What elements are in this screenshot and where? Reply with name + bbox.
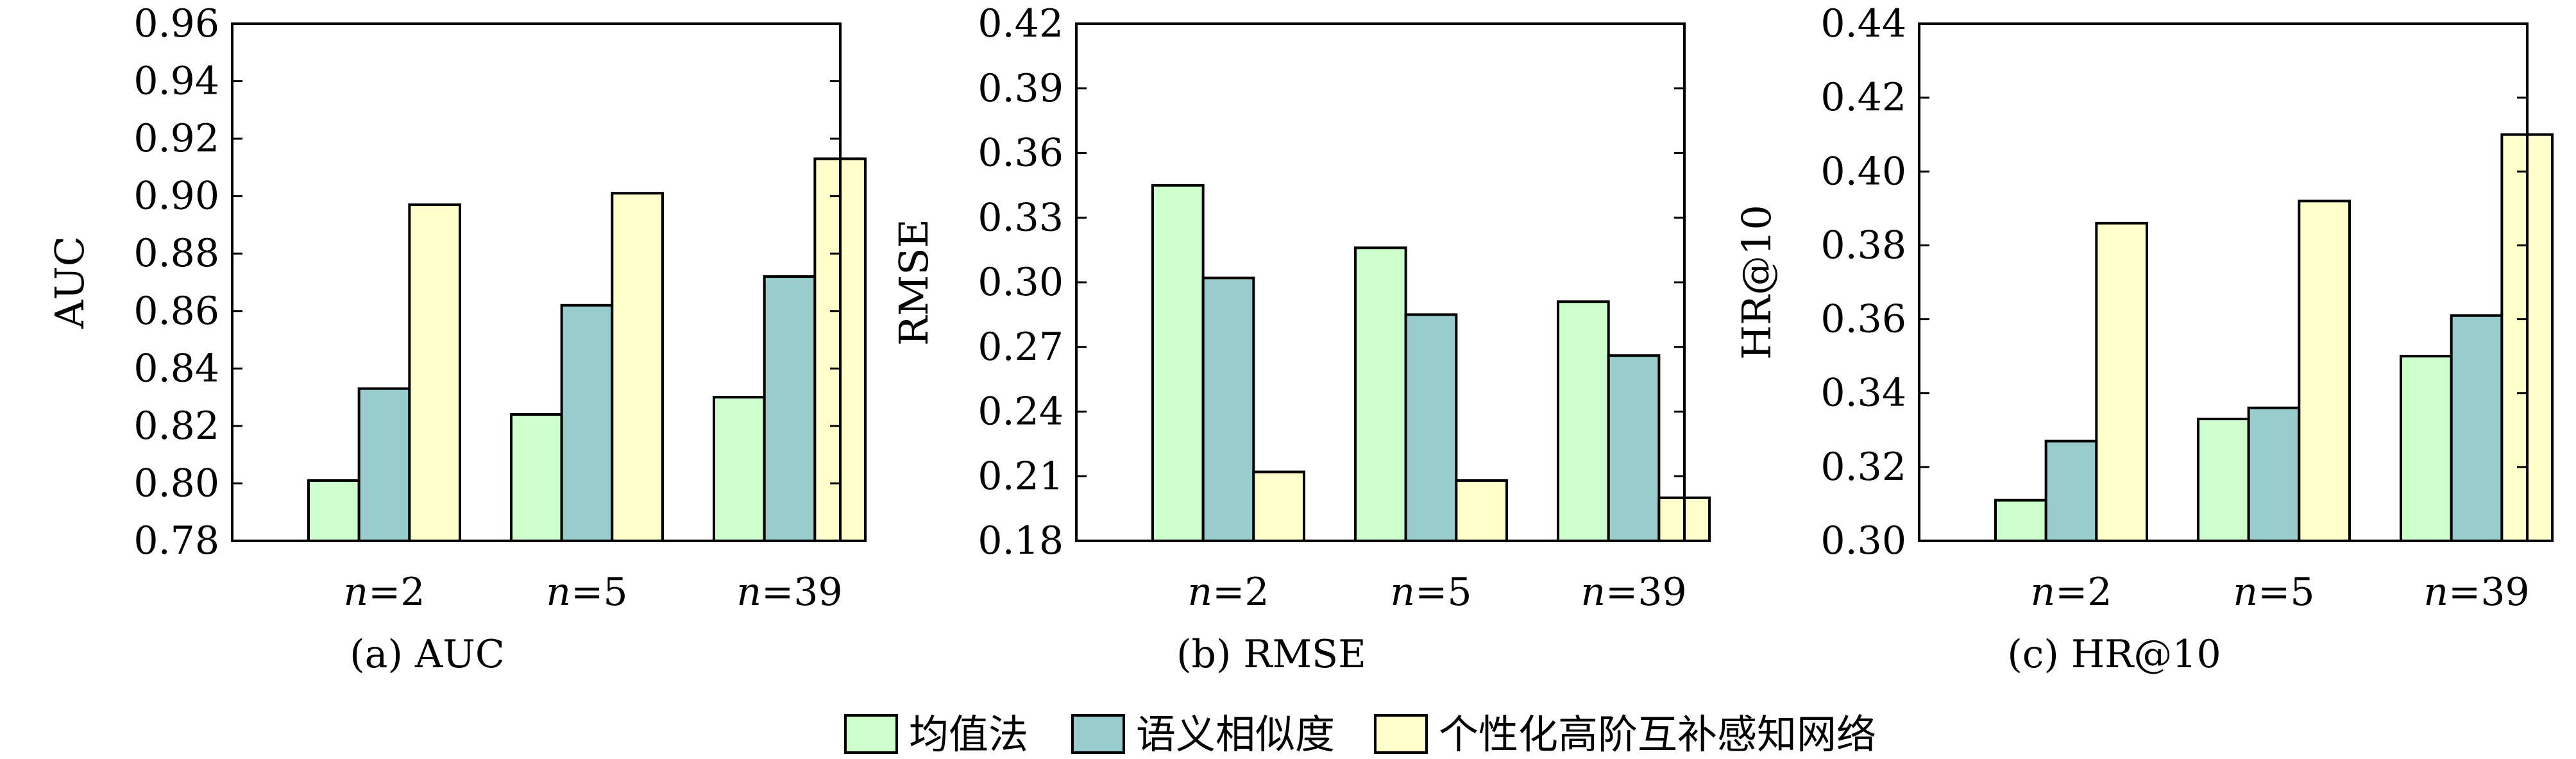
y-tick-label: 0.33 <box>978 195 1063 240</box>
legend: 均值法 语义相似度 个性化高阶互补感知网络 <box>844 711 1876 758</box>
bar-1-3-2 <box>763 275 817 542</box>
category-label: n=5 <box>546 570 627 615</box>
plot-frame <box>1918 22 2529 542</box>
bar-3-2-3 <box>2298 200 2351 543</box>
y-tick-label: 0.39 <box>978 66 1063 111</box>
category-label: n=5 <box>2233 570 2314 615</box>
bar-3-3-1 <box>2400 355 2453 543</box>
chart-panel-3: n=2 n=5 n=39 0.30 0.32 0.34 0.36 0.38 0.40 0.42 0.… <box>1733 1 2554 677</box>
y-tick-label: 0.86 <box>133 289 219 334</box>
category-label: n=2 <box>2030 570 2112 615</box>
y-tick-label: 0.36 <box>978 131 1063 176</box>
category-label: n=39 <box>736 570 842 615</box>
bar-2-2-1 <box>1353 246 1407 542</box>
y-tick-label: 0.34 <box>1820 371 1906 416</box>
y-tick-label: 0.92 <box>133 116 219 161</box>
chart-panel-2: n=2 n=5 n=39 0.18 0.21 0.24 0.27 0.30 0.33 0.36 0.… <box>890 1 1711 677</box>
plot-frame <box>1075 22 1686 542</box>
chart-panel-1: n=2 n=5 n=39 0.78 0.80 0.82 0.84 0.86 0.88 0.90 0.… <box>46 1 867 677</box>
bar-2-2-2 <box>1404 313 1458 542</box>
y-tick-label: 0.80 <box>133 461 219 506</box>
y-tick-label: 0.18 <box>978 518 1063 563</box>
y-tick-label: 0.84 <box>133 346 219 391</box>
y-tick-label: 0.42 <box>1820 75 1906 120</box>
category-label: n=39 <box>2423 570 2529 615</box>
legend-label-1: 均值法 <box>909 711 1028 758</box>
y-tick-label: 0.38 <box>1820 223 1906 268</box>
y-tick-label: 0.40 <box>1820 149 1906 194</box>
bar-2-1-1 <box>1151 183 1205 542</box>
y-tick-label: 0.32 <box>1820 445 1906 490</box>
y-tick-label: 0.21 <box>978 454 1063 499</box>
category-label: n=39 <box>1580 570 1686 615</box>
bar-1-2-2 <box>560 303 614 542</box>
bar-2-1-2 <box>1201 277 1255 542</box>
bar-2-1-3 <box>1252 470 1306 542</box>
bar-1-2-1 <box>509 413 563 542</box>
plot-frame <box>231 22 842 542</box>
y-tick-label: 0.88 <box>133 231 219 276</box>
y-tick-label: 0.36 <box>1820 297 1906 342</box>
y-tick-label: 0.24 <box>978 389 1063 434</box>
y-tick-label: 0.94 <box>133 59 219 104</box>
y-tick-label: 0.44 <box>1820 1 1906 46</box>
y-tick-label: 0.30 <box>978 260 1063 305</box>
bar-1-1-1 <box>307 479 360 543</box>
y-tick-label: 0.42 <box>978 1 1063 46</box>
bar-2-3-1 <box>1557 300 1610 542</box>
bar-3-1-3 <box>2095 221 2149 542</box>
bar-2-3-2 <box>1607 354 1661 543</box>
legend-swatch-1 <box>844 714 898 754</box>
panel-caption: (a) AUC <box>350 632 504 677</box>
legend-swatch-3 <box>1374 714 1428 754</box>
legend-label-2: 语义相似度 <box>1136 711 1335 758</box>
bar-3-1-2 <box>2044 439 2098 542</box>
bar-1-3-1 <box>713 396 766 542</box>
y-tick-label: 0.30 <box>1820 518 1906 563</box>
bar-3-2-1 <box>2196 418 2250 542</box>
bar-1-1-3 <box>408 203 462 543</box>
y-tick-label: 0.90 <box>133 174 219 219</box>
y-tick-label: 0.27 <box>978 325 1063 370</box>
bar-3-3-2 <box>2450 314 2504 542</box>
y-tick-label: 0.82 <box>133 404 219 448</box>
y-tick-label: 0.78 <box>133 518 219 563</box>
category-label: n=2 <box>1187 570 1269 615</box>
chart-panels: n=2 n=5 n=39 0.78 0.80 0.82 0.84 0.86 0.88 0.90 0.… <box>46 1 2554 677</box>
y-axis-label: HR@10 <box>1733 205 1780 360</box>
y-axis-label: AUC <box>46 236 93 329</box>
legend-label-3: 个性化高阶互补感知网络 <box>1439 711 1876 758</box>
category-label: n=5 <box>1390 570 1471 615</box>
y-axis-label: RMSE <box>890 219 937 346</box>
y-tick-label: 0.96 <box>133 1 219 46</box>
bar-2-2-3 <box>1455 479 1508 543</box>
bar-3-1-1 <box>1994 499 2047 543</box>
bar-1-2-3 <box>611 192 664 542</box>
category-label: n=2 <box>343 570 425 615</box>
bar-1-1-2 <box>357 387 411 543</box>
bar-3-2-2 <box>2247 406 2301 542</box>
panel-caption: (c) HR@10 <box>2007 632 2221 677</box>
panel-caption: (b) RMSE <box>1176 632 1366 677</box>
legend-swatch-2 <box>1071 714 1125 754</box>
